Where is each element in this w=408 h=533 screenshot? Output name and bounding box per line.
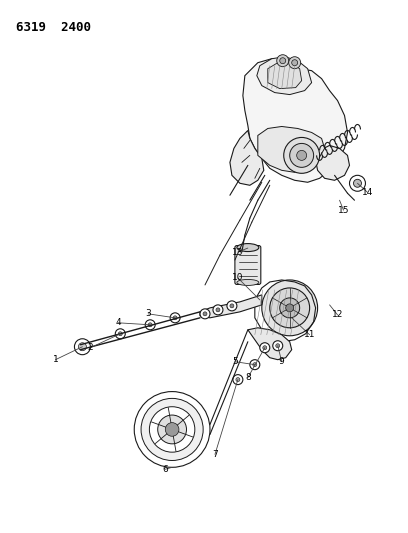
Polygon shape: [200, 295, 262, 318]
Circle shape: [203, 312, 207, 316]
Circle shape: [280, 298, 299, 318]
Polygon shape: [230, 131, 264, 185]
Circle shape: [277, 55, 289, 67]
Text: 2: 2: [88, 343, 93, 352]
Circle shape: [284, 138, 319, 173]
Circle shape: [353, 179, 361, 187]
Circle shape: [173, 316, 177, 320]
Text: 5: 5: [232, 357, 238, 366]
Circle shape: [74, 339, 91, 354]
Polygon shape: [257, 56, 312, 94]
Circle shape: [170, 313, 180, 323]
Circle shape: [158, 415, 186, 444]
Circle shape: [200, 309, 210, 319]
Circle shape: [233, 375, 243, 385]
Circle shape: [250, 360, 260, 370]
Circle shape: [141, 398, 203, 461]
Circle shape: [134, 392, 210, 467]
Circle shape: [280, 58, 286, 63]
Polygon shape: [316, 146, 350, 180]
Circle shape: [118, 332, 122, 336]
Text: 13: 13: [232, 247, 244, 256]
Circle shape: [260, 343, 270, 353]
Circle shape: [216, 308, 220, 312]
Circle shape: [350, 175, 366, 191]
Circle shape: [297, 150, 307, 160]
Circle shape: [115, 329, 125, 339]
Text: 6: 6: [162, 465, 168, 474]
Text: 10: 10: [232, 273, 244, 282]
Text: 15: 15: [338, 206, 349, 215]
Circle shape: [270, 288, 310, 328]
Polygon shape: [248, 328, 292, 360]
Text: 8: 8: [245, 373, 251, 382]
Circle shape: [149, 407, 195, 452]
Circle shape: [253, 362, 257, 367]
Text: 9: 9: [279, 357, 285, 366]
Text: 14: 14: [362, 188, 373, 197]
Circle shape: [276, 344, 280, 348]
Circle shape: [289, 56, 301, 69]
Circle shape: [290, 143, 314, 167]
Circle shape: [262, 280, 317, 336]
Text: 3: 3: [145, 309, 151, 318]
Circle shape: [165, 423, 179, 436]
Circle shape: [148, 323, 152, 327]
Polygon shape: [268, 63, 302, 88]
Circle shape: [230, 304, 234, 308]
Circle shape: [292, 60, 298, 66]
Text: 7: 7: [212, 450, 218, 459]
Text: 1: 1: [53, 355, 58, 364]
Text: 4: 4: [115, 318, 121, 327]
Circle shape: [286, 304, 294, 312]
Ellipse shape: [237, 279, 259, 286]
Circle shape: [273, 341, 283, 351]
Circle shape: [213, 305, 223, 315]
Text: 11: 11: [304, 330, 315, 340]
Circle shape: [263, 346, 267, 350]
Ellipse shape: [237, 244, 259, 252]
Circle shape: [78, 343, 86, 351]
Text: 6319  2400: 6319 2400: [16, 21, 91, 34]
Text: 12: 12: [332, 310, 343, 319]
Polygon shape: [243, 59, 348, 182]
Circle shape: [227, 301, 237, 311]
Polygon shape: [258, 126, 325, 172]
Circle shape: [145, 320, 155, 330]
FancyBboxPatch shape: [235, 246, 261, 285]
Circle shape: [236, 377, 240, 382]
